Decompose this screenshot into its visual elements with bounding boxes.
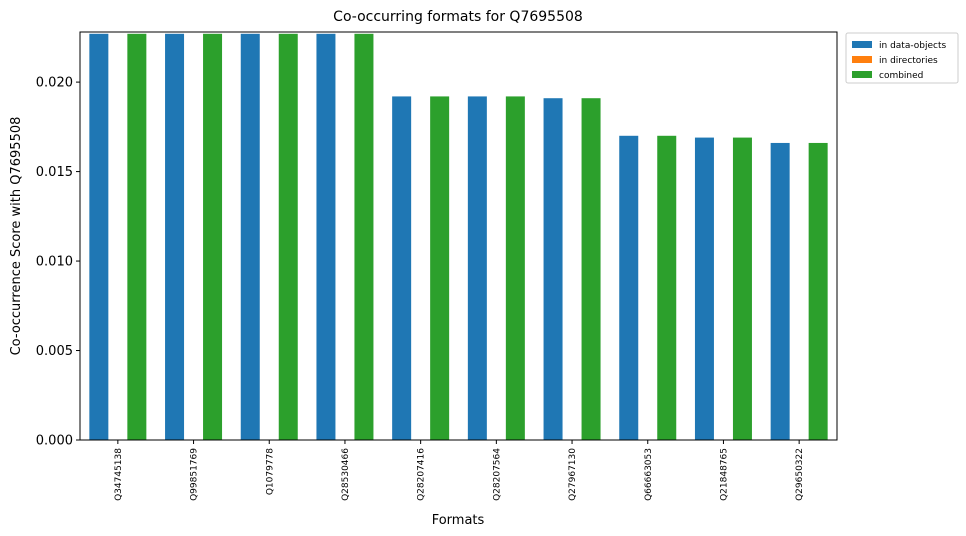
x-tick-label: Q28530466 <box>341 448 351 501</box>
bar-in-data-objects-Q28530466 <box>316 33 336 440</box>
bar-in-data-objects-Q99851769 <box>165 33 185 440</box>
y-tick-label: 0.000 <box>36 434 73 449</box>
bar-combined-Q1079778 <box>278 33 298 440</box>
legend-frame <box>845 32 959 84</box>
x-tick-label: Q27967130 <box>568 448 578 501</box>
bar-in-data-objects-Q28207416 <box>392 96 412 441</box>
legend-swatch <box>852 56 872 63</box>
y-tick-label: 0.010 <box>36 255 73 270</box>
y-axis-label: Co-occurrence Score with Q7695508 <box>9 117 24 356</box>
y-axis: 0.000 0.005 0.010 0.015 0.020 <box>36 76 80 449</box>
x-tick-label: Q99851769 <box>190 448 200 501</box>
bar-in-data-objects-Q66663053 <box>619 135 639 441</box>
bar-combined-Q34745138 <box>127 33 147 440</box>
bar-in-data-objects-Q34745138 <box>89 33 109 440</box>
bar-in-data-objects-Q28207564 <box>467 96 487 441</box>
legend-label: in directories <box>879 56 938 66</box>
bar-combined-Q27967130 <box>581 98 601 441</box>
x-tick-label: Q1079778 <box>265 448 275 495</box>
x-tick-label: Q21848765 <box>719 448 729 501</box>
bar-combined-Q29650322 <box>808 142 828 440</box>
bar-in-data-objects-Q1079778 <box>240 33 260 440</box>
x-tick-label: Q28207416 <box>417 448 427 501</box>
plot-frame <box>79 31 838 441</box>
bar-combined-Q28207564 <box>505 96 525 441</box>
bar-combined-Q28207416 <box>430 96 450 441</box>
bar-in-data-objects-Q21848765 <box>694 137 714 440</box>
legend-label: combined <box>879 71 923 81</box>
x-tick-label: Q28207564 <box>492 448 502 501</box>
bar-in-data-objects-Q29650322 <box>770 142 790 440</box>
y-tick-label: 0.005 <box>36 344 73 359</box>
bar-combined-Q28530466 <box>354 33 374 440</box>
y-tick-label: 0.020 <box>36 76 73 91</box>
legend-swatch <box>852 71 872 78</box>
legend: in data-objects in directories combined <box>845 32 959 84</box>
bar-in-data-objects-Q27967130 <box>543 98 563 441</box>
legend-swatch <box>852 41 872 48</box>
x-axis: Q34745138 Q99851769 Q1079778 Q28530466 Q2820… <box>114 440 805 501</box>
y-tick-label: 0.015 <box>36 165 73 180</box>
chart-title: Co-occurring formats for Q7695508 <box>333 9 583 25</box>
legend-label: in data-objects <box>879 41 946 51</box>
x-tick-label: Q34745138 <box>114 448 124 501</box>
bars-group <box>89 33 828 441</box>
x-tick-label: Q66663053 <box>644 448 654 501</box>
bar-combined-Q99851769 <box>203 33 223 440</box>
bar-combined-Q66663053 <box>657 135 677 441</box>
bar-combined-Q21848765 <box>732 137 752 440</box>
x-axis-label: Formats <box>432 513 485 528</box>
x-tick-label: Q29650322 <box>795 448 805 501</box>
